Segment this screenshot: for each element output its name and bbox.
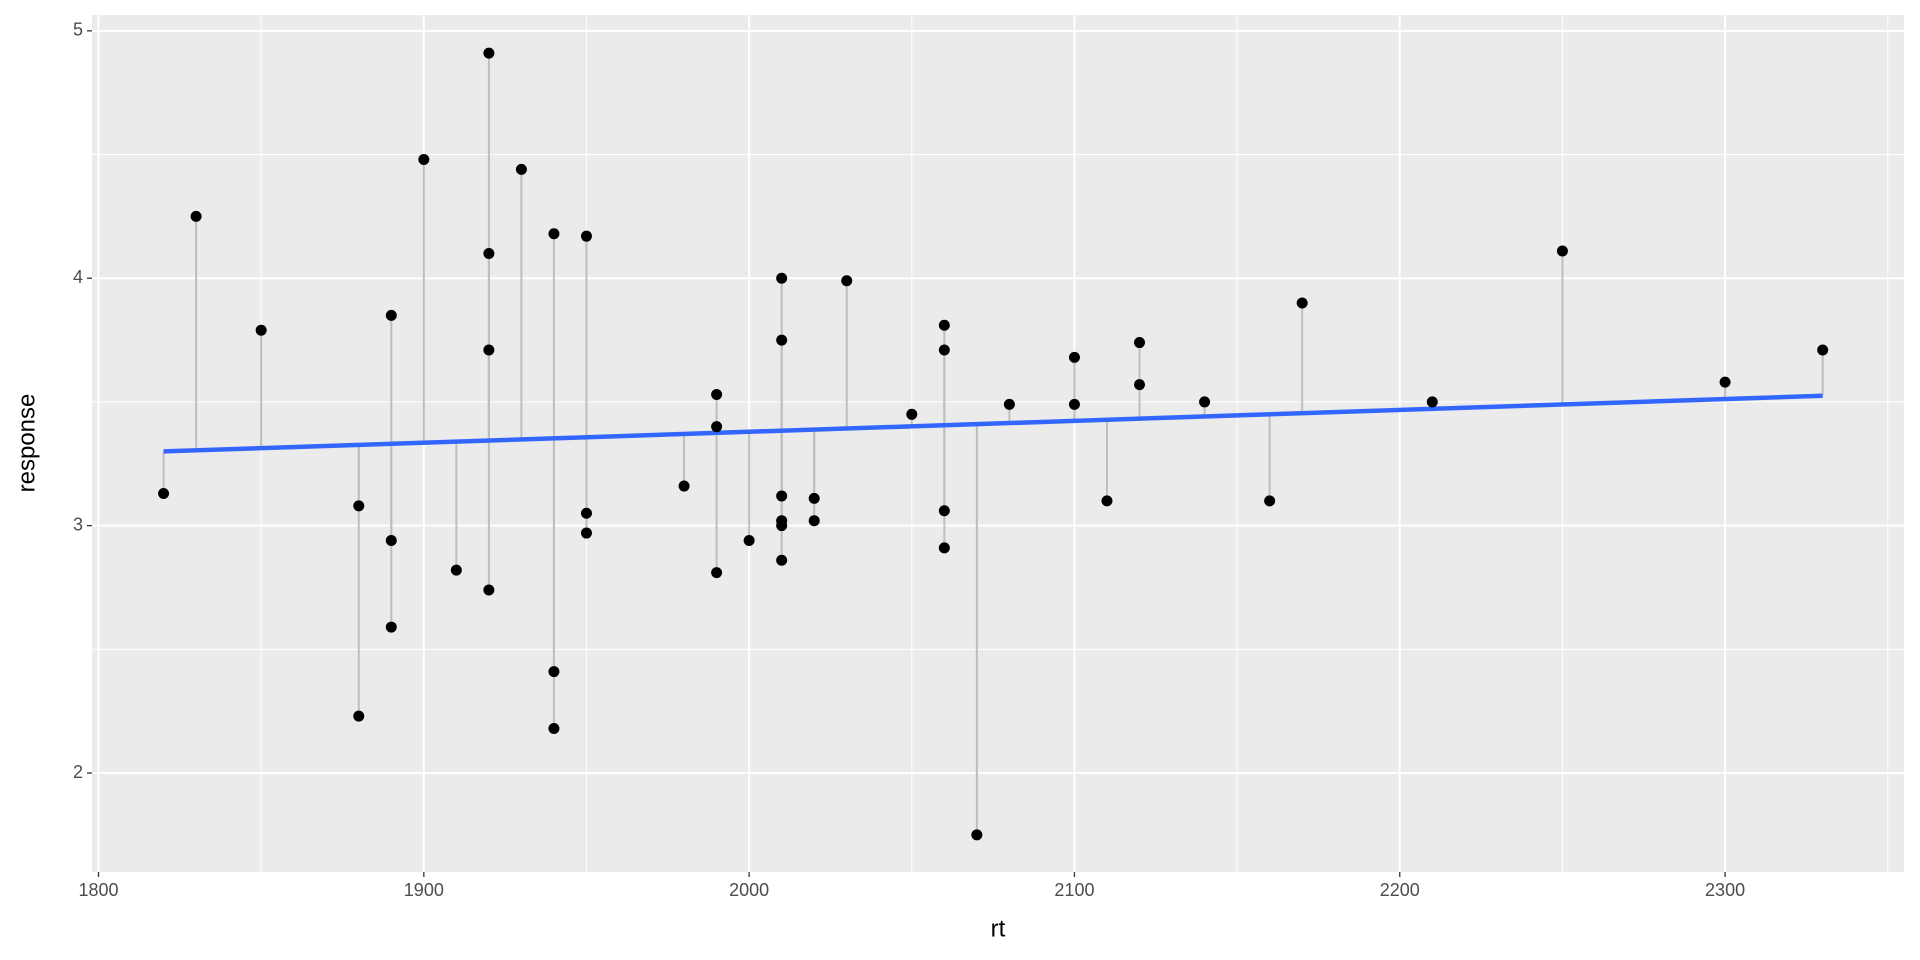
point [548, 723, 560, 735]
point [1068, 398, 1080, 410]
point [776, 272, 788, 284]
point [1003, 398, 1015, 410]
point [1068, 351, 1080, 363]
point [711, 567, 723, 579]
point [1199, 396, 1211, 408]
x-tick-label: 2100 [1054, 880, 1094, 900]
point [1817, 344, 1829, 356]
point [776, 554, 788, 566]
point [906, 408, 918, 420]
point [776, 334, 788, 346]
point [711, 389, 723, 401]
y-tick-label: 4 [73, 267, 83, 287]
point [483, 584, 495, 596]
point [1296, 297, 1308, 309]
x-axis-title: rt [991, 915, 1006, 942]
point [580, 507, 592, 519]
point [450, 564, 462, 576]
point [743, 534, 755, 546]
y-tick-label: 5 [73, 20, 83, 40]
point [1719, 376, 1731, 388]
point [776, 490, 788, 502]
point [1101, 495, 1113, 507]
point [483, 247, 495, 259]
point [580, 527, 592, 539]
point [353, 710, 365, 722]
point [711, 421, 723, 433]
point [938, 344, 950, 356]
point [580, 230, 592, 242]
x-tick-label: 1800 [78, 880, 118, 900]
point [938, 319, 950, 331]
point [385, 621, 397, 633]
point [808, 515, 820, 527]
point [548, 666, 560, 678]
point [938, 542, 950, 554]
point [515, 163, 527, 175]
point [1134, 379, 1146, 391]
point [483, 47, 495, 59]
point [353, 500, 365, 512]
fit-line [163, 393, 1823, 454]
x-tick-label: 1900 [404, 880, 444, 900]
point [548, 228, 560, 240]
point [971, 829, 983, 841]
x-tick-label: 2200 [1380, 880, 1420, 900]
point [678, 480, 690, 492]
point [938, 505, 950, 517]
point [158, 487, 170, 499]
point [776, 520, 788, 532]
point [808, 492, 820, 504]
x-tick-label: 2300 [1705, 880, 1745, 900]
point [1426, 396, 1438, 408]
point [1134, 337, 1146, 349]
point [255, 324, 267, 336]
point [1556, 245, 1568, 257]
point [1264, 495, 1276, 507]
point [385, 534, 397, 546]
y-tick-label: 3 [73, 514, 83, 534]
point [385, 309, 397, 321]
y-tick-label: 2 [73, 762, 83, 782]
x-tick-label: 2000 [729, 880, 769, 900]
point [483, 344, 495, 356]
point [190, 210, 202, 222]
point [418, 153, 430, 165]
point [841, 275, 853, 287]
y-axis-title: response [13, 394, 40, 493]
